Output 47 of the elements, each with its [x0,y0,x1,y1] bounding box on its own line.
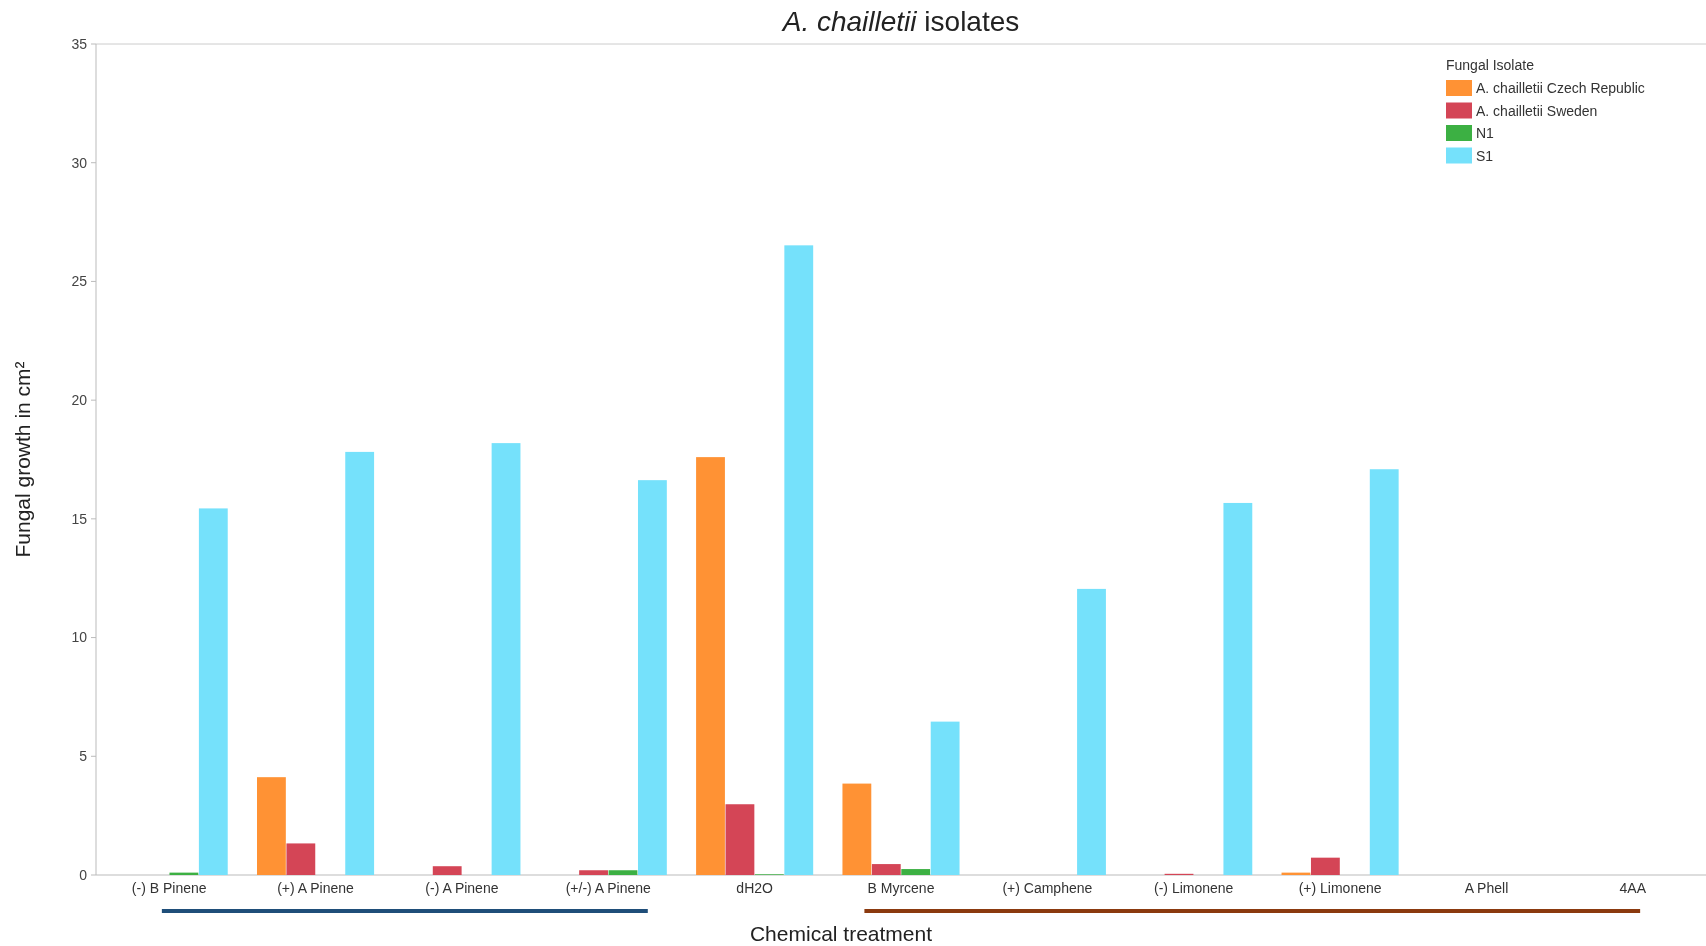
x-tick-label: (+/-) A Pinene [565,880,652,896]
bar [901,869,931,875]
y-tick-label: 35 [71,35,88,52]
bar [842,783,872,875]
bar [784,245,814,875]
x-tick-label: (-) Limonene [1154,880,1234,896]
bar [930,721,960,875]
bar [725,804,755,875]
bar [871,864,901,875]
bar [1369,469,1399,875]
bar [257,777,286,875]
x-tick-label: A Phell [1464,880,1509,896]
bar [491,443,521,875]
bar [432,866,462,875]
legend-label: A. chailletii Czech Republic [1476,80,1645,96]
legend-label: S1 [1476,147,1494,164]
x-axis-title: Chemical treatment [749,922,933,945]
bar [1223,502,1253,875]
legend-label: A. chailletii Sweden [1476,102,1598,119]
bar [637,480,667,875]
y-tick-label: 20 [71,392,88,409]
bar [1310,857,1340,875]
bar [345,451,375,875]
x-tick-label: dH2O [736,880,774,896]
x-tick-label: (+) Limonene [1298,880,1382,896]
bar [579,870,608,875]
bar [286,843,316,875]
x-tick-label: B Myrcene [867,880,935,896]
x-tick-label: (-) B Pinene [131,880,207,896]
y-tick-label: 30 [71,154,88,171]
chart-title: A. chailletii isolates [780,6,1020,37]
legend-title: Fungal Isolate [1446,57,1535,73]
x-tick-label: 4AA [1619,880,1647,896]
bar [198,508,228,875]
y-tick-label: 15 [71,510,88,527]
x-tick-label: (-) A Pinene [425,880,499,896]
y-tick-label: 0 [79,866,88,883]
bar [608,870,638,875]
y-axis-title: Fungal growth in cm² [11,361,34,558]
y-tick-label: 25 [71,273,88,290]
x-tick-label: (+) A Pinene [277,880,355,896]
x-tick-label: (+) Camphene [1002,880,1093,896]
y-tick-label: 5 [79,748,88,765]
bar [1077,588,1106,875]
legend-label: N1 [1476,125,1495,141]
bar [696,457,725,875]
y-tick-label: 10 [71,629,88,646]
